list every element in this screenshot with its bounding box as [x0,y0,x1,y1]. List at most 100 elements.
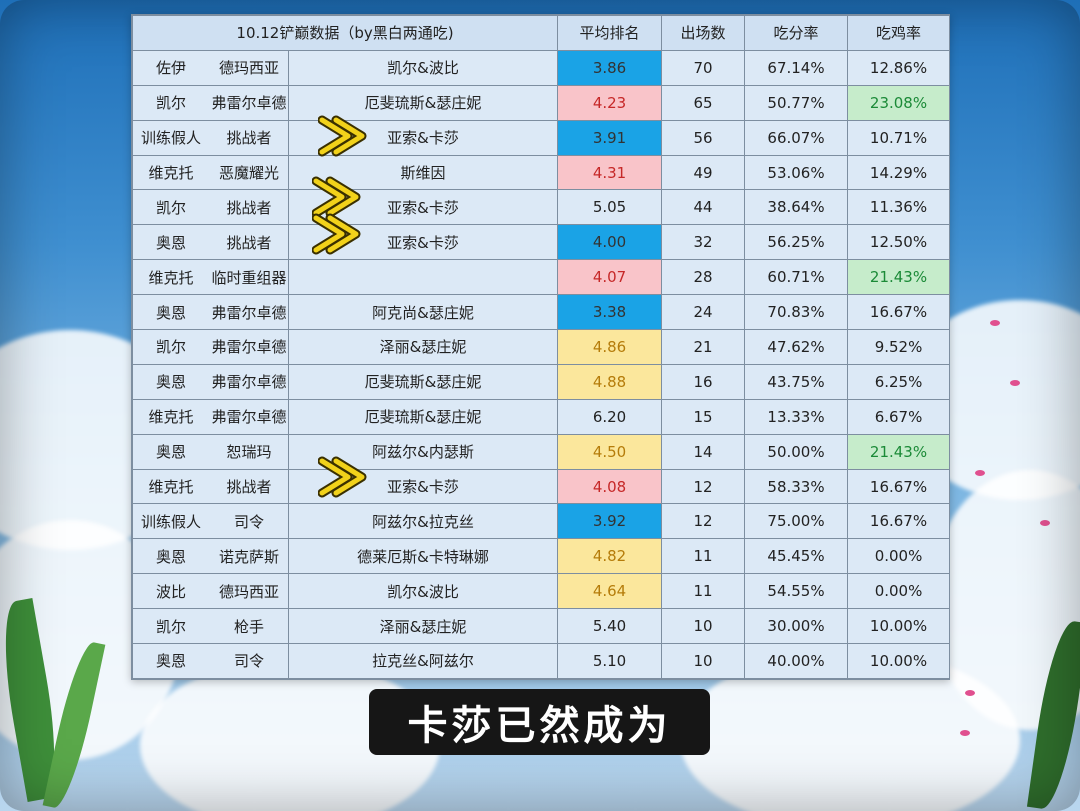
augment-name: 弗雷尔卓德 [211,408,287,427]
top4-rate-cell: 56.25% [744,224,849,261]
header-games: 出场数 [661,15,746,51]
table-row: 训练假人 司令 阿兹尔&拉克丝 3.92 12 75.00% 16.67% [132,503,951,540]
games-cell: 11 [661,538,746,575]
hero-name: 凯尔 [155,198,186,217]
augment-name: 德玛西亚 [218,582,279,601]
hero-name: 凯尔 [155,617,186,636]
augment-name: 枪手 [233,617,264,636]
win-rate-cell: 9.52% [847,329,951,365]
avg-rank-cell: 5.10 [557,643,663,679]
table-row: 维克托 恶魔耀光 斯维因 4.31 49 53.06% 14.29% [132,154,951,191]
avg-rank-cell: 3.38 [557,294,663,331]
hero-cell: 奥恩 诺克萨斯 [132,538,289,575]
hero-cell: 佐伊 德玛西亚 [132,49,289,86]
header-win-rate: 吃鸡率 [847,15,951,51]
win-rate-cell: 16.67% [847,468,951,505]
subtitle-caption: 卡莎已然成为 [369,689,710,755]
table-row: 奥恩 司令 拉克丝&阿兹尔 5.10 10 40.00% 10.00% [132,643,951,679]
augment-name: 挑战者 [226,233,272,252]
combo-cell: 泽丽&瑟庄妮 [287,329,559,365]
hero-name: 维克托 [148,408,194,427]
games-cell: 44 [661,189,746,226]
highlight-arrow-icon [318,456,367,498]
win-rate-cell: 0.00% [847,573,951,610]
combo-cell: 厄斐琉斯&瑟庄妮 [287,84,559,121]
games-cell: 15 [661,398,746,435]
avg-rank-cell: 4.86 [557,329,663,365]
combo-cell: 厄斐琉斯&瑟庄妮 [287,398,559,435]
highlight-arrow-icon [312,176,361,218]
augment-name: 司令 [233,512,264,531]
avg-rank-cell: 4.64 [557,573,663,610]
header-avg-rank: 平均排名 [557,15,663,51]
win-rate-cell: 21.43% [847,433,951,470]
augment-name: 弗雷尔卓德 [211,303,287,322]
hero-cell: 训练假人 挑战者 [132,119,289,156]
hero-cell: 奥恩 司令 [132,643,289,679]
table-header-row: 10.12铲巅数据（by黑白两通吃) 平均排名 出场数 吃分率 吃鸡率 [131,15,951,51]
avg-rank-cell: 3.92 [557,503,663,540]
combo-cell: 拉克丝&阿兹尔 [287,643,559,679]
games-cell: 70 [661,49,746,86]
augment-name: 挑战者 [226,198,272,217]
games-cell: 24 [661,294,746,331]
games-cell: 10 [661,608,746,645]
games-cell: 32 [661,224,746,261]
hero-name: 奥恩 [155,443,186,462]
games-cell: 65 [661,84,746,121]
avg-rank-cell: 4.00 [557,224,663,261]
header-top4-rate: 吃分率 [744,15,849,51]
hero-cell: 训练假人 司令 [132,503,289,540]
table-row: 奥恩 诺克萨斯 德莱厄斯&卡特琳娜 4.82 11 45.45% 0.00% [132,538,951,575]
highlight-arrow-icon [312,213,361,255]
top4-rate-cell: 53.06% [744,154,849,191]
avg-rank-cell: 6.20 [557,398,663,435]
combo-cell [287,259,559,296]
avg-rank-cell: 4.23 [557,84,663,121]
games-cell: 14 [661,433,746,470]
win-rate-cell: 10.00% [847,643,951,679]
hero-cell: 维克托 挑战者 [132,468,289,505]
win-rate-cell: 11.36% [847,189,951,226]
table-row: 训练假人 挑战者 亚索&卡莎 3.91 56 66.07% 10.71% [132,119,951,156]
top4-rate-cell: 67.14% [744,49,849,86]
combo-cell: 凯尔&波比 [287,573,559,610]
hero-name: 奥恩 [155,303,186,322]
hero-name: 凯尔 [155,338,186,357]
avg-rank-cell: 3.86 [557,49,663,86]
augment-name: 恶魔耀光 [218,164,279,182]
games-cell: 28 [661,259,746,296]
stats-table-panel: 10.12铲巅数据（by黑白两通吃) 平均排名 出场数 吃分率 吃鸡率 佐伊 德玛… [131,14,951,680]
hero-cell: 凯尔 枪手 [132,608,289,645]
table-row: 维克托 临时重组器 4.07 28 60.71% 21.43% [132,259,951,296]
games-cell: 11 [661,573,746,610]
games-cell: 12 [661,503,746,540]
hero-name: 凯尔 [155,94,186,113]
hero-cell: 维克托 临时重组器 [132,259,289,296]
combo-cell: 厄斐琉斯&瑟庄妮 [287,363,559,400]
win-rate-cell: 6.67% [847,398,951,435]
win-rate-cell: 0.00% [847,538,951,575]
table-row: 奥恩 弗雷尔卓德 厄斐琉斯&瑟庄妮 4.88 16 43.75% 6.25% [132,363,951,400]
table-row: 奥恩 恕瑞玛 阿兹尔&内瑟斯 4.50 14 50.00% 21.43% [132,433,951,470]
avg-rank-cell: 5.05 [557,189,663,226]
table-row: 维克托 弗雷尔卓德 厄斐琉斯&瑟庄妮 6.20 15 13.33% 6.67% [132,398,951,435]
hero-cell: 凯尔 挑战者 [132,189,289,226]
table-row: 凯尔 弗雷尔卓德 厄斐琉斯&瑟庄妮 4.23 65 50.77% 23.08% [132,84,951,121]
augment-name: 挑战者 [226,478,272,497]
win-rate-cell: 14.29% [847,154,951,191]
top4-rate-cell: 45.45% [744,538,849,575]
combo-cell: 泽丽&瑟庄妮 [287,608,559,645]
augment-name: 弗雷尔卓德 [211,94,287,113]
hero-cell: 凯尔 弗雷尔卓德 [132,84,289,121]
hero-name: 奥恩 [155,547,186,566]
table-row: 奥恩 挑战者 亚索&卡莎 4.00 32 56.25% 12.50% [132,224,951,261]
table-title: 10.12铲巅数据（by黑白两通吃) [131,15,559,51]
hero-cell: 奥恩 挑战者 [132,224,289,261]
hero-cell: 奥恩 弗雷尔卓德 [132,363,289,400]
hero-name: 维克托 [148,164,194,182]
table-row: 凯尔 弗雷尔卓德 泽丽&瑟庄妮 4.86 21 47.62% 9.52% [132,329,951,365]
augment-name: 弗雷尔卓德 [211,338,287,357]
hero-name: 奥恩 [155,233,186,252]
avg-rank-cell: 3.91 [557,119,663,156]
